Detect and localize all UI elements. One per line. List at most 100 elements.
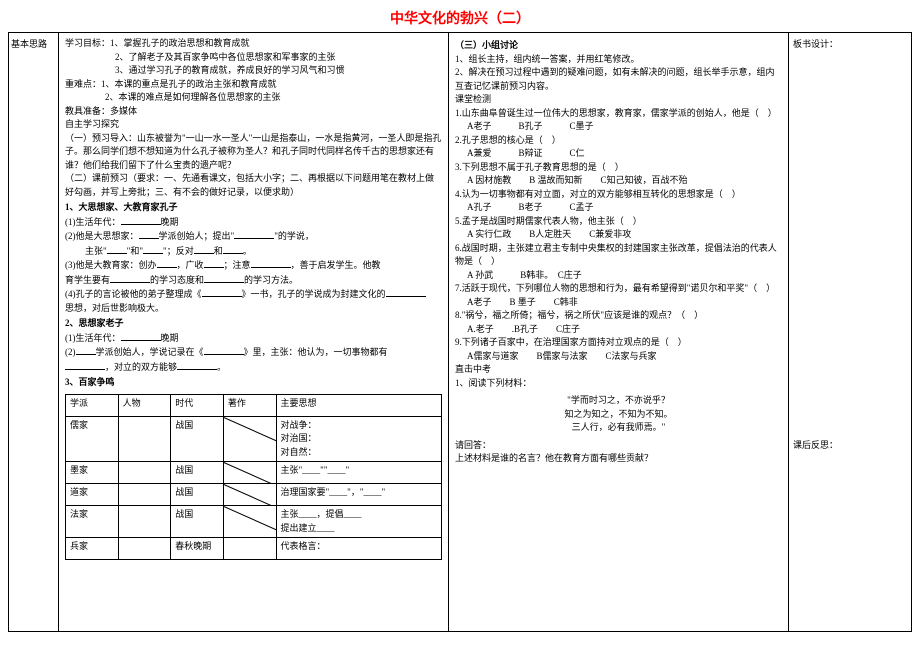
blank[interactable] [121,215,161,225]
q8-opts[interactable]: A.老子 .B孔子 C庄子 [467,323,782,337]
q9-opts[interactable]: A儒家与道家 B儒家与法家 C法家与兵家 [467,350,782,364]
blank[interactable] [65,360,105,370]
cell-works [223,462,276,484]
goal-2: 2、了解老子及其百家争鸣中各位思想家和军事家的主张 [115,52,336,62]
s1-line2: (2)他是大思想家：学派创始人；提出""的学说， [65,229,442,244]
blank[interactable] [107,244,127,254]
exam-1: 1、阅读下列材料： [455,377,782,391]
blank[interactable] [121,331,161,341]
q5: 5.孟子是战国时期儒家代表人物，他主张（ ） [455,215,782,229]
cell-thought[interactable]: 对战争： 对治国： 对自然： [276,416,442,462]
blank[interactable] [251,258,291,268]
section-3-title: 3、百家争鸣 [65,376,442,390]
column-content: 学习目标：1、掌握孔子的政治思想和教育成就 2、了解老子及其百家争鸣中各位思想家… [59,33,449,631]
s2-line3: ，对立的双方能够。 [65,360,442,375]
s2-line2: (2)学派创始人，学说记录在《》里，主张：他认为，一切事物都有 [65,345,442,360]
blank[interactable] [386,287,426,297]
blank[interactable] [202,287,242,297]
cell-people[interactable] [118,462,171,484]
cell-thought[interactable]: 代表格言： [276,538,442,560]
table-row: 兵家 春秋晚期 代表格言： [66,538,442,560]
blank[interactable] [234,229,274,239]
self-study-label: 自主学习探究 [65,118,442,132]
s1-line4: (3)他是大教育家：创办，广收；注意，善于启发学生。他教 [65,258,442,273]
s1-l5c: 的学习方法。 [244,275,298,285]
s1-line3: 主张""和""；反对和。 [85,244,442,259]
column-discussion: （三）小组讨论 1、组长主持，组内统一答案，并用红笔修改。 2、解决在预习过程中… [449,33,789,631]
quote-3: 三人行，必有我师焉。" [455,421,782,435]
cell-people[interactable] [118,416,171,462]
quote-1: "学而时习之，不亦说乎？ [455,394,782,408]
s1-l5b: 的学习态度和 [150,275,204,285]
q7-opts[interactable]: A老子 B 墨子 C韩非 [467,296,782,310]
q4: 4.认为一切事物都有对立面，对立的双方能够相互转化的思想家是（ ） [455,188,782,202]
cell-school: 儒家 [66,416,119,462]
blank[interactable] [204,273,244,283]
s2-l2a: (2) [65,347,76,357]
s1-l1-a: (1)生活年代： [65,217,121,227]
goal-3: 3、通过学习孔子的教育成就，养成良好的学习风气和习惯 [115,65,345,75]
ask-question: 上述材料是谁的名言？他在教育方面有哪些贡献？ [455,452,782,466]
blank[interactable] [157,258,177,268]
cell-works [223,506,276,538]
s1-l6b: 》一书，孔子的学说成为封建文化的 [242,289,386,299]
blank[interactable] [194,244,214,254]
schools-table: 学派 人物 时代 著作 主要思想 儒家 战国 对战争： 对治国： 对自然： 墨家… [65,394,442,561]
s1-l2b: 学派创始人；提出" [159,231,235,241]
cell-works [223,484,276,506]
cell-people[interactable] [118,484,171,506]
cell-works[interactable] [223,538,276,560]
cell-people[interactable] [118,538,171,560]
s1-l6c: 思想，对后世影响极大。 [65,303,164,313]
q5-opts[interactable]: A 实行仁政 B人定胜天 C兼爱非攻 [467,228,782,242]
cell-era: 战国 [171,416,224,462]
s1-line6: (4)孔子的言论被他的弟子整理成《》一书，孔子的学说成为封建文化的 思想，对后世… [65,287,442,315]
s1-l4b: ，广收 [177,260,204,270]
s1-l2c: "的学说， [274,231,314,241]
blank[interactable] [177,360,217,370]
q4-opts[interactable]: A孔子 B老子 C孟子 [467,201,782,215]
s1-l3a: 主张" [85,246,107,256]
preview-intro: （一）预习导入：山东被誉为"一山一水一圣人"一山是指泰山，一水是指黄河，一圣人即… [65,132,442,173]
preview-req: （二）课前预习（要求：一、先通看课文，包括大小字；二、再根据以下问题用笔在教材上… [65,172,442,199]
blank[interactable] [139,229,159,239]
q2-opts[interactable]: A兼爱 B辩证 C仁 [467,147,782,161]
s1-l4c: ；注意 [224,260,251,270]
blank[interactable] [204,345,244,355]
th-thought: 主要思想 [276,394,442,416]
cell-thought[interactable]: 治理国家要"____"，"____" [276,484,442,506]
cell-era: 春秋晚期 [171,538,224,560]
q6-opts[interactable]: A 孙武 B韩非。 C庄子 [467,269,782,283]
key-label: 重难点： [65,79,101,89]
blank[interactable] [110,273,150,283]
cell-era: 战国 [171,506,224,538]
blank[interactable] [204,258,224,268]
s1-l3d: 和 [214,246,223,256]
prep-label: 教具准备：多媒体 [65,105,442,119]
table-row: 法家 战国 主张____，提倡____ 提出建立____ [66,506,442,538]
blank[interactable] [223,244,243,254]
q9: 9.下列诸子百家中，在治理国家方面持对立观点的是（ ） [455,336,782,350]
s1-l3c: "；反对 [163,246,194,256]
cell-thought[interactable]: 主张"____""____" [276,462,442,484]
cell-people[interactable] [118,506,171,538]
cell-thought[interactable]: 主张____，提倡____ 提出建立____ [276,506,442,538]
q3-opts[interactable]: A 因材施教 B 温故而知新 C知己知彼，百战不殆 [467,174,782,188]
key-2: 2、本课的难点是如何理解各位思想家的主张 [105,92,281,102]
th-people: 人物 [118,394,171,416]
goals-label: 学习目标： [65,38,110,48]
blank[interactable] [76,345,96,355]
disc-2: 2、解决在预习过程中遇到的疑难问题，如有未解决的问题，组长举手示意，组内互查记忆… [455,66,782,93]
s2-l1a: (1)生活年代： [65,333,121,343]
q7: 7.活跃于现代，下列哪位人物的思想和行为，最有希望得到"诺贝尔和平奖"（ ） [455,282,782,296]
s1-l4a: (3)他是大教育家：创办 [65,260,157,270]
s2-l2b: 学派创始人，学说记录在《 [96,347,204,357]
cell-works [223,416,276,462]
q1-opts[interactable]: A老子 B孔子 C墨子 [467,120,782,134]
q3: 3.下列思想不属于孔子教育思想的是（ ） [455,161,782,175]
blank[interactable] [143,244,163,254]
s1-line1: (1)生活年代：晚期 [65,215,442,230]
test-title: 课堂检测 [455,93,782,107]
cell-school: 兵家 [66,538,119,560]
key-1: 1、本课的重点是孔子的政治主张和教育成就 [101,79,277,89]
